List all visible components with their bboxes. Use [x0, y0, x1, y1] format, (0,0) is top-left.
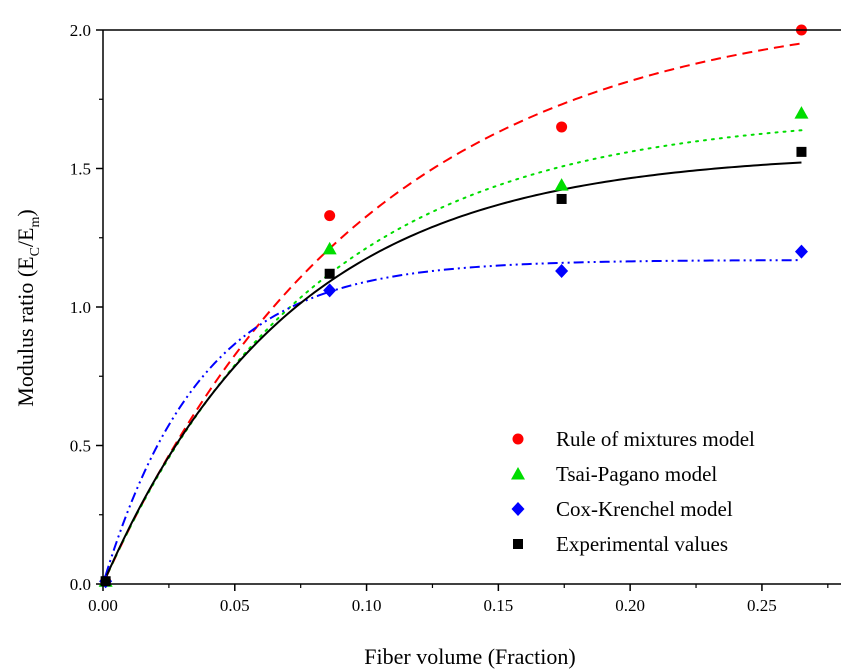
tsai-pagano-model-point: [794, 106, 809, 119]
y-tick-label: 2.0: [70, 21, 91, 40]
x-tick-label: 0.00: [88, 596, 118, 615]
x-tick-label: 0.20: [615, 596, 645, 615]
cox-krenchel-model-point: [794, 244, 808, 259]
tsai-pagano-model-point: [322, 241, 337, 255]
experimental-values-point: [100, 576, 111, 587]
y-axis-title: Modulus ratio (EC/Em): [13, 209, 43, 406]
legend-marker-tsai-pagano-model: [511, 467, 525, 480]
y-axis-title-sub-m: m: [28, 216, 43, 227]
y-tick-label: 1.0: [70, 298, 91, 317]
y-tick-label: 0.0: [70, 575, 91, 594]
x-ticks: 0.00 0.05 0.10 0.15 0.20 0.25: [88, 584, 829, 615]
cox-krenchel-model-point: [555, 263, 569, 278]
x-tick-label: 0.10: [352, 596, 382, 615]
legend-marker-rule-of-mixtures-model: [512, 433, 524, 445]
tsai-pagano-model-point: [554, 178, 569, 191]
legend-marker-experimental-values: [513, 539, 523, 549]
experimental-values-point: [796, 146, 807, 157]
legend-label-rule-of-mixtures-model: Rule of mixtures model: [556, 427, 755, 451]
legend-label-tsai-pagano-model: Tsai-Pagano model: [556, 462, 717, 486]
x-tick-label: 0.25: [747, 596, 777, 615]
x-axis-title: Fiber volume (Fraction): [364, 644, 575, 669]
rule-of-mixtures-model-point: [324, 210, 336, 222]
y-ticks: 0.0 0.5 1.0 1.5 2.0: [70, 21, 103, 594]
rule-of-mixtures-model-point: [556, 121, 568, 133]
legend-label-cox-krenchel-model: Cox-Krenchel model: [556, 497, 733, 521]
cox-krenchel-model-point: [323, 283, 337, 298]
x-tick-label: 0.15: [483, 596, 513, 615]
fit-curves: [104, 42, 803, 580]
legend: Rule of mixtures model Tsai-Pagano model C…: [511, 427, 755, 556]
rule-of-mixtures-model-fit-curve: [104, 42, 802, 579]
experimental-values-fit-curve: [104, 161, 802, 579]
y-tick-label: 1.5: [70, 160, 91, 179]
experimental-values-point: [556, 193, 567, 204]
legend-marker-cox-krenchel-model: [511, 502, 525, 516]
y-axis-title-end: ): [13, 209, 38, 216]
x-tick-label: 0.05: [220, 596, 250, 615]
y-axis-title-mid: /E: [13, 227, 38, 247]
y-axis-title-base: Modulus ratio (E: [13, 256, 38, 406]
cox-krenchel-model-fit-curve: [104, 259, 802, 576]
experimental-values-point: [324, 268, 335, 279]
legend-label-experimental-values: Experimental values: [556, 532, 728, 556]
y-axis-title-sub-c: C: [28, 247, 43, 256]
y-tick-label: 0.5: [70, 437, 91, 456]
